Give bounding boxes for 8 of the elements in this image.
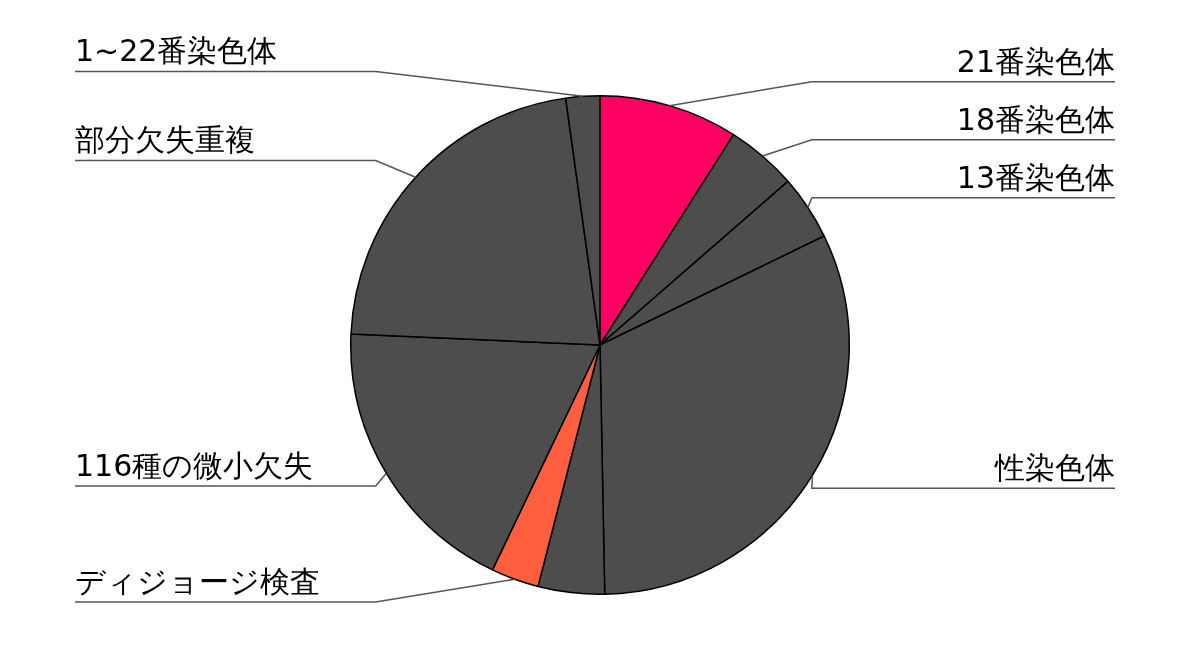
slice-label: 21番染色体 xyxy=(956,43,1115,79)
slice-label: 性染色体 xyxy=(994,450,1115,486)
slice-label: 18番染色体 xyxy=(956,101,1115,137)
slice-label: 1~22番染色体 xyxy=(75,33,278,69)
slice-label: 116種の微小欠失 xyxy=(75,448,314,484)
slice-label: ディジョージ検査 xyxy=(75,564,320,599)
slice-label: 部分欠失重複 xyxy=(75,122,255,158)
slice-label: 13番染色体 xyxy=(956,159,1115,195)
